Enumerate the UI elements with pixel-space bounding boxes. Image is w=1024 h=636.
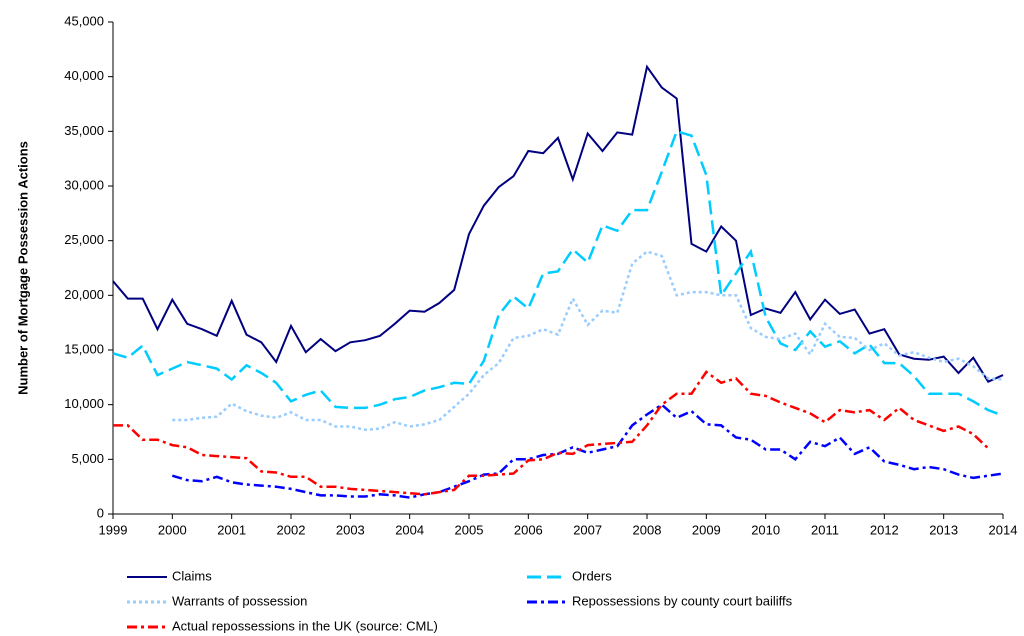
series-line xyxy=(112,129,1004,417)
y-tick-label: 0 xyxy=(97,505,104,520)
y-tick-label: 40,000 xyxy=(64,68,104,83)
x-tick-label: 2007 xyxy=(573,522,602,537)
x-tick-label: 2002 xyxy=(277,522,306,537)
series-line xyxy=(112,64,1004,383)
x-tick-label: 2014 xyxy=(989,522,1018,537)
x-tick-label: 1999 xyxy=(99,522,128,537)
x-tick-label: 2006 xyxy=(514,522,543,537)
legend-label: Warrants of possession xyxy=(172,593,307,608)
y-tick-label: 35,000 xyxy=(64,123,104,138)
y-tick-label: 25,000 xyxy=(64,232,104,247)
series-line xyxy=(172,250,1004,432)
legend-label: Claims xyxy=(172,568,212,583)
series-line xyxy=(171,403,1004,499)
x-tick-label: 2001 xyxy=(217,522,246,537)
x-tick-label: 2008 xyxy=(633,522,662,537)
series-line xyxy=(113,370,990,496)
y-tick-label: 10,000 xyxy=(64,396,104,411)
x-tick-label: 2010 xyxy=(751,522,780,537)
x-tick-label: 2003 xyxy=(336,522,365,537)
x-tick-label: 2013 xyxy=(929,522,958,537)
legend-label: Repossessions by county court bailiffs xyxy=(572,593,793,608)
y-tick-label: 5,000 xyxy=(71,451,104,466)
x-tick-label: 2011 xyxy=(811,522,839,537)
y-axis-label: Number of Mortgage Possession Actions xyxy=(15,141,30,395)
y-tick-label: 20,000 xyxy=(64,287,104,302)
legend-label: Orders xyxy=(572,568,612,583)
x-tick-label: 2009 xyxy=(692,522,721,537)
y-tick-label: 15,000 xyxy=(64,341,104,356)
x-tick-label: 2012 xyxy=(870,522,899,537)
y-tick-label: 45,000 xyxy=(64,13,104,28)
legend-label: Actual repossessions in the UK (source: … xyxy=(172,618,438,633)
y-tick-label: 30,000 xyxy=(64,177,104,192)
x-tick-label: 2005 xyxy=(455,522,484,537)
x-tick-label: 2004 xyxy=(395,522,424,537)
x-tick-label: 2000 xyxy=(158,522,187,537)
